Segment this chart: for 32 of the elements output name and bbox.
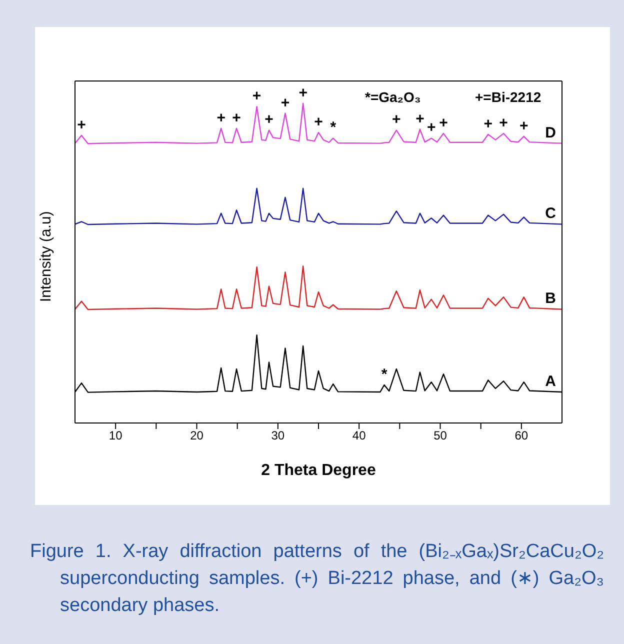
annotation: *	[330, 119, 336, 136]
series-label: A	[545, 372, 556, 390]
annotation: +	[499, 114, 508, 132]
annotation: +	[392, 111, 402, 128]
y-axis-title: Intensity (a.u)	[37, 211, 54, 302]
annotation: *	[381, 366, 388, 383]
x-tick-label: 40	[352, 428, 366, 443]
annotation: +	[264, 111, 274, 128]
x-axis-title: 2 Theta Degree	[261, 462, 376, 479]
annotation: +	[216, 109, 226, 126]
annotation: +	[519, 117, 528, 134]
annotation: +	[298, 84, 308, 102]
series-label: D	[545, 124, 556, 142]
annotation: +=Bi-2212	[475, 89, 542, 105]
annotation: +	[280, 94, 290, 112]
annotation: +	[232, 109, 242, 126]
x-tick-label: 10	[108, 428, 123, 443]
series-label: C	[545, 205, 556, 222]
annotation: *=Ga₂O₃	[365, 89, 421, 105]
x-tick-label: 30	[271, 428, 285, 443]
annotation: +	[416, 110, 425, 128]
annotation: +	[77, 116, 86, 134]
x-tick-label: 20	[190, 428, 204, 443]
x-tick-label: 60	[514, 428, 528, 443]
annotation: +	[484, 115, 493, 132]
x-tick-label: 50	[434, 428, 448, 443]
annotation: +	[439, 114, 448, 132]
series-label: B	[545, 290, 556, 308]
annotation: +	[426, 119, 436, 136]
annotation: +	[314, 113, 324, 130]
annotation: +	[252, 88, 262, 105]
caption: Figure 1. X-ray diffraction patterns of the (Bi₂₋ₓGaₓ)Sr₂CaCu₂O₂ superconducting samples. (+) Bi-2212 phase, and (∗) Ga₂O₃ secondary phases.	[30, 540, 604, 618]
